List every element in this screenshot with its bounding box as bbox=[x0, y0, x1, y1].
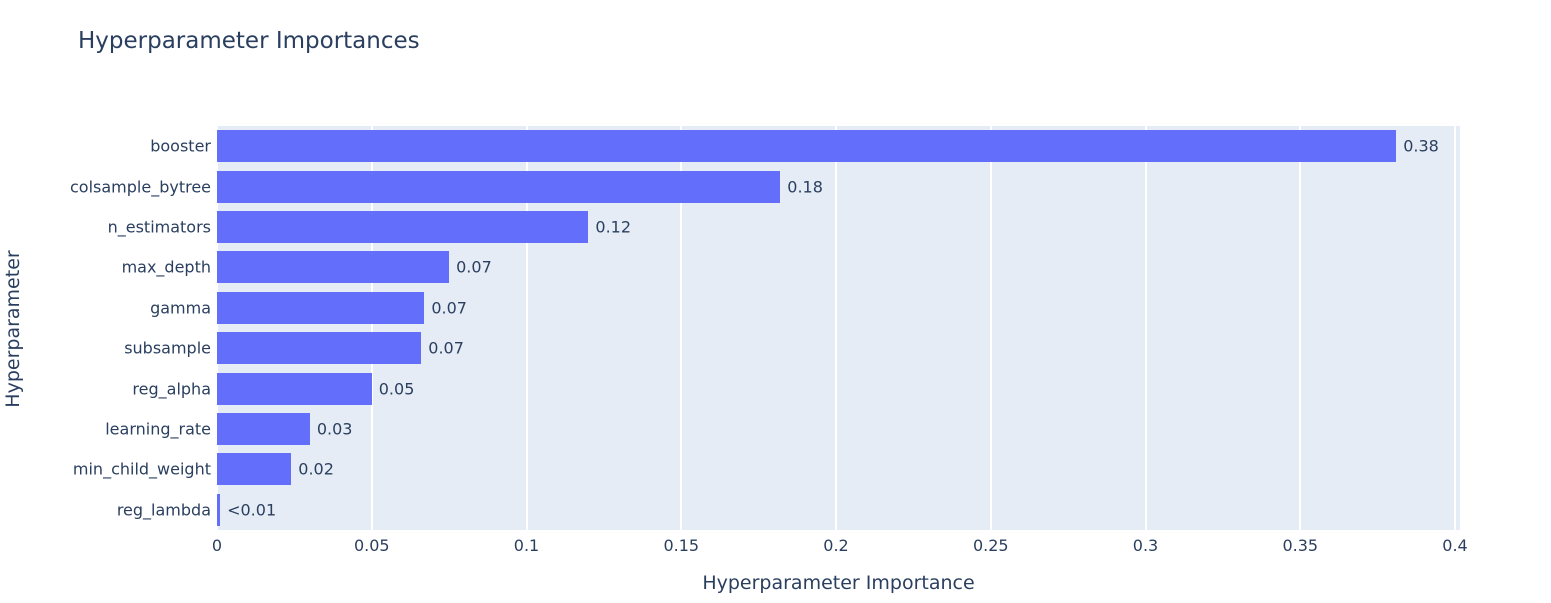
gridline-x-0.1 bbox=[525, 126, 528, 530]
y-tick-label-reg_lambda: reg_lambda bbox=[116, 500, 211, 520]
y-tick-label-reg_alpha: reg_alpha bbox=[132, 379, 211, 399]
x-tick-label-0.4: 0.4 bbox=[1442, 536, 1468, 555]
bar-value-label-max_depth: 0.07 bbox=[456, 257, 492, 277]
y-tick-label-max_depth: max_depth bbox=[121, 257, 211, 277]
bar-max_depth[interactable] bbox=[217, 251, 450, 284]
bar-value-label-reg_lambda: <0.01 bbox=[227, 500, 277, 520]
bar-reg_alpha[interactable] bbox=[217, 372, 372, 405]
bar-colsample_bytree[interactable] bbox=[217, 170, 781, 203]
bar-value-label-min_child_weight: 0.02 bbox=[298, 459, 334, 479]
gridline-x-0.3 bbox=[1144, 126, 1147, 530]
bar-subsample[interactable] bbox=[217, 332, 422, 365]
x-axis-title: Hyperparameter Importance bbox=[702, 572, 975, 594]
bar-booster[interactable] bbox=[217, 130, 1397, 163]
x-tick-label-0.25: 0.25 bbox=[972, 536, 1009, 555]
y-tick-label-colsample_bytree: colsample_bytree bbox=[69, 177, 211, 197]
y-tick-label-subsample: subsample bbox=[124, 338, 211, 358]
bar-value-label-learning_rate: 0.03 bbox=[316, 419, 353, 439]
gridline-x-0.25 bbox=[989, 126, 992, 530]
x-tick-label-0.2: 0.2 bbox=[823, 536, 849, 555]
bar-reg_lambda[interactable] bbox=[217, 493, 221, 526]
bar-min_child_weight[interactable] bbox=[217, 453, 292, 486]
bar-value-label-colsample_bytree: 0.18 bbox=[787, 177, 823, 197]
gridline-x-0.05 bbox=[370, 126, 373, 530]
y-tick-label-gamma: gamma bbox=[150, 298, 211, 318]
x-tick-label-0: 0 bbox=[211, 536, 223, 555]
bar-n_estimators[interactable] bbox=[217, 211, 589, 243]
plot-area[interactable]: 0.38 0.18 0.12 0.07 0.07 0.07 0.05 0.03 0.02 <0.0… bbox=[216, 126, 1460, 530]
gridline-x-0.2 bbox=[835, 126, 837, 530]
bar-learning_rate[interactable] bbox=[217, 413, 310, 445]
gridline-x-0.4 bbox=[1454, 126, 1456, 530]
bar-value-label-n_estimators: 0.12 bbox=[595, 217, 632, 237]
gridline-x-0.15 bbox=[680, 126, 683, 530]
y-tick-label-min_child_weight: min_child_weight bbox=[72, 459, 211, 479]
y-tick-label-learning_rate: learning_rate bbox=[105, 419, 211, 439]
gridline-x-0.35 bbox=[1299, 126, 1302, 530]
bar-value-label-gamma: 0.07 bbox=[431, 298, 467, 318]
x-tick-label-0.15: 0.15 bbox=[663, 536, 700, 555]
bar-value-label-reg_alpha: 0.05 bbox=[378, 379, 415, 399]
x-tick-label-0.3: 0.3 bbox=[1132, 536, 1159, 555]
x-tick-label-0.1: 0.1 bbox=[513, 536, 540, 555]
chart-title: Hyperparameter Importances bbox=[78, 28, 420, 54]
bar-value-label-booster: 0.38 bbox=[1403, 136, 1439, 156]
x-axis-tick-labels: 0 0.05 0.1 0.15 0.2 0.25 0.3 0.35 0.4 bbox=[212, 536, 1468, 560]
y-axis-tick-labels: booster colsample_bytree n_estimators max_d… bbox=[0, 126, 211, 530]
gridline-x-0 bbox=[216, 126, 218, 530]
y-tick-label-booster: booster bbox=[150, 136, 211, 156]
x-tick-label-0.05: 0.05 bbox=[353, 536, 390, 555]
bar-value-label-subsample: 0.07 bbox=[428, 338, 464, 358]
y-tick-label-n_estimators: n_estimators bbox=[107, 217, 211, 237]
bar-gamma[interactable] bbox=[217, 291, 425, 324]
x-tick-label-0.35: 0.35 bbox=[1282, 536, 1319, 555]
